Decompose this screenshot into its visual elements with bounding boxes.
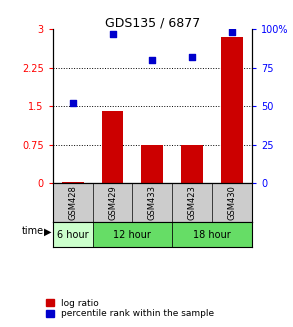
- Text: 6 hour: 6 hour: [57, 230, 88, 240]
- Text: time: time: [22, 226, 44, 236]
- Bar: [181, 145, 203, 183]
- Text: ▶: ▶: [44, 226, 51, 236]
- Bar: [102, 111, 123, 183]
- Text: GSM428: GSM428: [68, 185, 77, 220]
- Bar: [53, 222, 93, 247]
- Text: GSM430: GSM430: [228, 185, 236, 220]
- Text: 18 hour: 18 hour: [193, 230, 231, 240]
- Bar: [172, 222, 252, 247]
- Point: [70, 100, 75, 106]
- Bar: [221, 37, 243, 183]
- Text: 12 hour: 12 hour: [113, 230, 151, 240]
- Point: [190, 54, 195, 60]
- Title: GDS135 / 6877: GDS135 / 6877: [105, 16, 200, 29]
- Legend: log ratio, percentile rank within the sample: log ratio, percentile rank within the sa…: [45, 298, 215, 319]
- Text: GSM429: GSM429: [108, 185, 117, 220]
- Point: [110, 31, 115, 37]
- Point: [230, 30, 234, 35]
- Text: GSM433: GSM433: [148, 185, 157, 220]
- Bar: [142, 145, 163, 183]
- Text: GSM423: GSM423: [188, 185, 197, 220]
- Bar: [93, 222, 172, 247]
- Bar: [62, 182, 84, 183]
- Point: [150, 58, 155, 63]
